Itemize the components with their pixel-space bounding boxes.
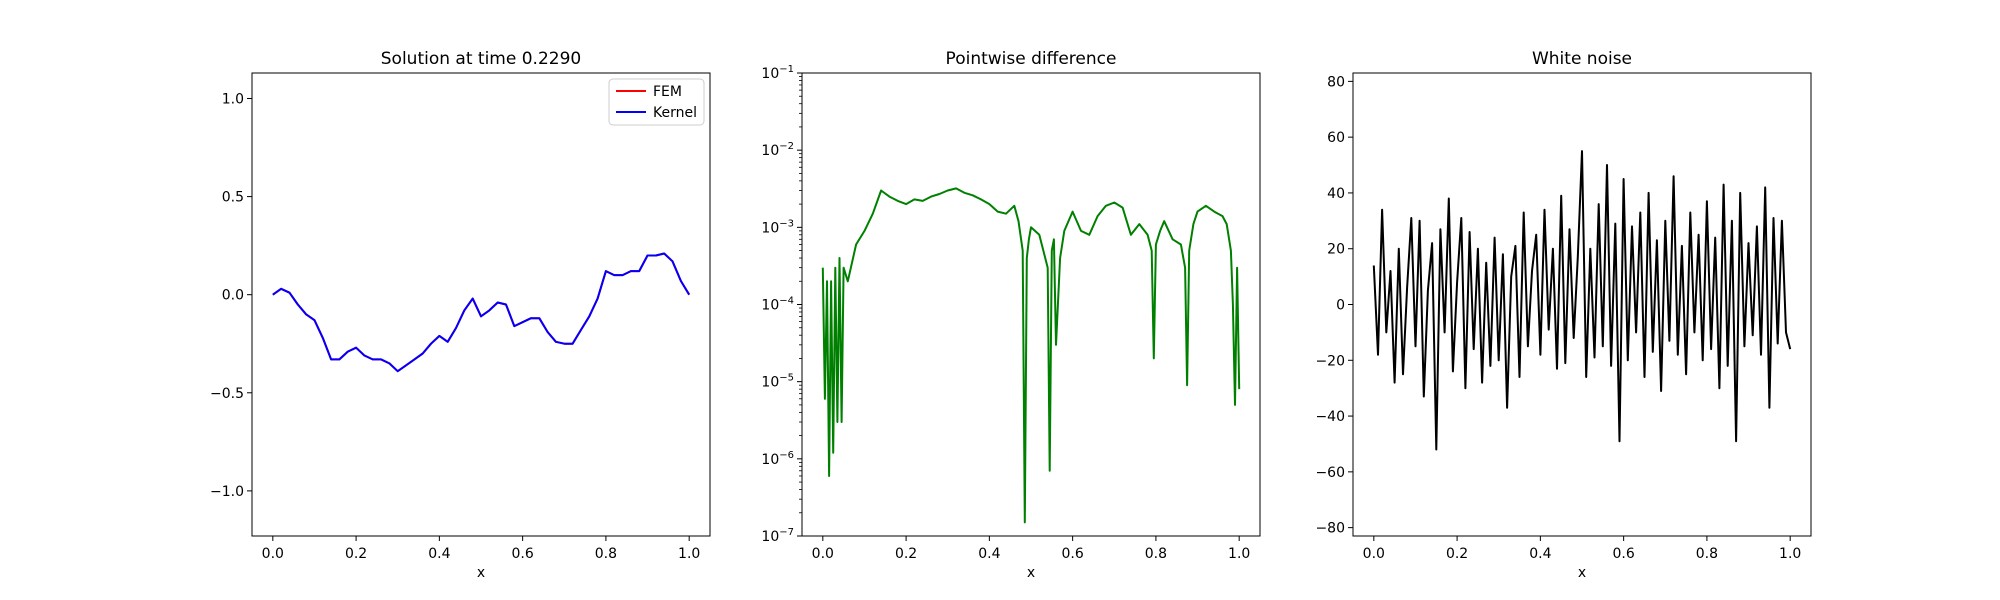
x-tick-label: 0.6 (512, 546, 534, 562)
panel-noise-ticks: 0.0 0.2 0.4 0.6 0.8 1.0 −80 −60 −40 −20 0 20 40 60 80 (1315, 74, 1801, 562)
series-line-difference (821, 187, 1241, 524)
series-line-noise (1372, 150, 1792, 451)
panel-difference: Pointwise difference 0.0 0.2 0.4 0.6 0.8 1.0 1… (761, 49, 1261, 581)
y-tick-label: −0.5 (210, 386, 244, 402)
panel-solution-series (272, 252, 691, 373)
x-tick-label: 0.0 (262, 546, 284, 562)
x-tick-label: 0.8 (1696, 546, 1718, 562)
x-tick-label: 0.2 (345, 546, 367, 562)
y-tick-label: −40 (1315, 409, 1345, 425)
y-tick-label: −1.0 (210, 484, 244, 500)
panel-noise-frame (1352, 72, 1812, 537)
legend-label-fem: FEM (653, 84, 682, 100)
panel-difference-title: Pointwise difference (946, 49, 1117, 69)
y-tick-label: −80 (1315, 521, 1345, 537)
y-tick-label: 10−1 (761, 64, 794, 82)
y-tick-label: 0 (1336, 298, 1345, 314)
y-tick-label: 20 (1327, 242, 1345, 258)
y-tick-label: 1.0 (222, 92, 244, 108)
x-tick-label: 0.0 (1363, 546, 1385, 562)
x-tick-label: 1.0 (678, 546, 700, 562)
y-tick-label: 10−6 (761, 450, 794, 468)
panel-noise-xlabel: x (1578, 565, 1586, 581)
panel-solution-frame (251, 72, 711, 537)
panel-solution-plot-area (252, 73, 710, 536)
panel-noise-series (1372, 150, 1792, 451)
x-tick-label: 0.4 (428, 546, 450, 562)
y-tick-label: 40 (1327, 186, 1345, 202)
y-tick-label: −20 (1315, 353, 1345, 369)
x-tick-label: 0.2 (1446, 546, 1468, 562)
y-tick-label: 10−2 (761, 141, 794, 159)
panel-difference-xlabel: x (1027, 565, 1035, 581)
y-tick-label: −60 (1315, 465, 1345, 481)
x-tick-label: 1.0 (1228, 546, 1250, 562)
legend-label-kernel: Kernel (653, 105, 697, 121)
x-tick-label: 0.8 (595, 546, 617, 562)
panel-solution: Solution at time 0.2290 0.0 0.2 0.4 0.6 0.8 1… (210, 49, 711, 581)
legend: FEM Kernel (608, 78, 705, 126)
y-tick-label: 10−3 (761, 218, 794, 236)
x-tick-label: 0.6 (1062, 546, 1084, 562)
x-tick-label: 0.4 (1529, 546, 1551, 562)
x-tick-label: 1.0 (1779, 546, 1801, 562)
series-line-kernel (272, 252, 691, 373)
y-tick-label: 0.5 (222, 190, 244, 206)
panel-difference-series (821, 187, 1241, 524)
panel-noise: White noise 0.0 0.2 0.4 0.6 0.8 1.0 −80 −60 −40 −… (1315, 49, 1812, 581)
x-tick-label: 0.0 (812, 546, 834, 562)
y-tick-label: 10−7 (761, 527, 794, 545)
y-tick-label: 0.0 (222, 288, 244, 304)
x-tick-label: 0.4 (978, 546, 1000, 562)
panel-difference-plot-area (802, 73, 1260, 536)
x-tick-label: 0.6 (1613, 546, 1635, 562)
x-tick-label: 0.8 (1145, 546, 1167, 562)
y-tick-label: 60 (1327, 130, 1345, 146)
x-tick-label: 0.2 (895, 546, 917, 562)
panel-solution-title: Solution at time 0.2290 (381, 49, 581, 69)
y-tick-label: 80 (1327, 74, 1345, 90)
y-tick-label: 10−5 (761, 373, 794, 391)
panel-noise-title: White noise (1532, 49, 1632, 69)
panel-solution-ticks: 0.0 0.2 0.4 0.6 0.8 1.0 −1.0 −0.5 0.0 0.5 1.0 (210, 92, 700, 562)
panel-difference-frame (801, 72, 1261, 537)
panel-difference-ticks: 0.0 0.2 0.4 0.6 0.8 1.0 10−7 10−6 10−5 10−4 10−3 10… (761, 64, 1250, 562)
y-tick-label: 10−4 (761, 296, 794, 314)
panel-solution-xlabel: x (477, 565, 485, 581)
